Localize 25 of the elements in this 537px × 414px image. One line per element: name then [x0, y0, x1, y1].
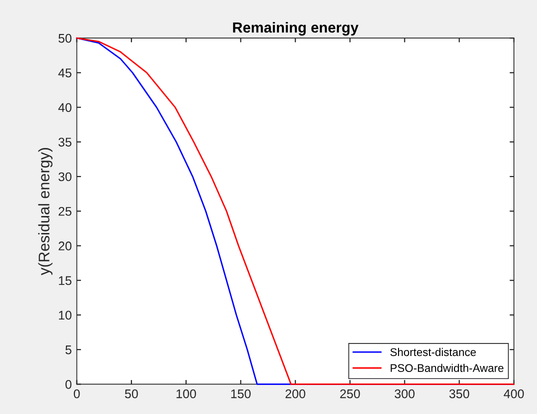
x-tick-label: 200: [286, 389, 306, 398]
y-tick-label: 10: [58, 310, 72, 320]
y-tick-label: 45: [58, 68, 72, 78]
x-tick-label: 100: [176, 389, 196, 398]
y-tick-label: 50: [58, 34, 72, 43]
y-tick-label: 40: [58, 103, 72, 112]
y-tick-label: 30: [58, 172, 72, 182]
y-tick-label: 5: [65, 346, 72, 354]
x-tick-label: 400: [504, 389, 524, 398]
y-tick-label: 20: [58, 242, 72, 250]
x-tick-label: 50: [124, 389, 138, 398]
x-tick-label: 0: [74, 389, 80, 398]
x-tick-label: 150: [231, 389, 251, 398]
legend-label: Shortest-distance: [390, 348, 476, 356]
x-tick-label: 300: [394, 389, 415, 398]
y-axis-title: y(Residual energy): [38, 148, 52, 276]
x-tick-label: 250: [340, 389, 360, 398]
line-series: [76, 37, 515, 385]
y-tick-label: 15: [58, 276, 72, 286]
y-tick-label: 25: [58, 206, 72, 216]
chart-title: Remaining energy: [233, 22, 358, 36]
y-tick-label: 0: [65, 380, 72, 389]
y-tick-label: 35: [58, 138, 72, 147]
x-tick-label: 350: [449, 389, 470, 398]
legend-label: PSO-Bandwidth-Aware: [390, 364, 504, 372]
